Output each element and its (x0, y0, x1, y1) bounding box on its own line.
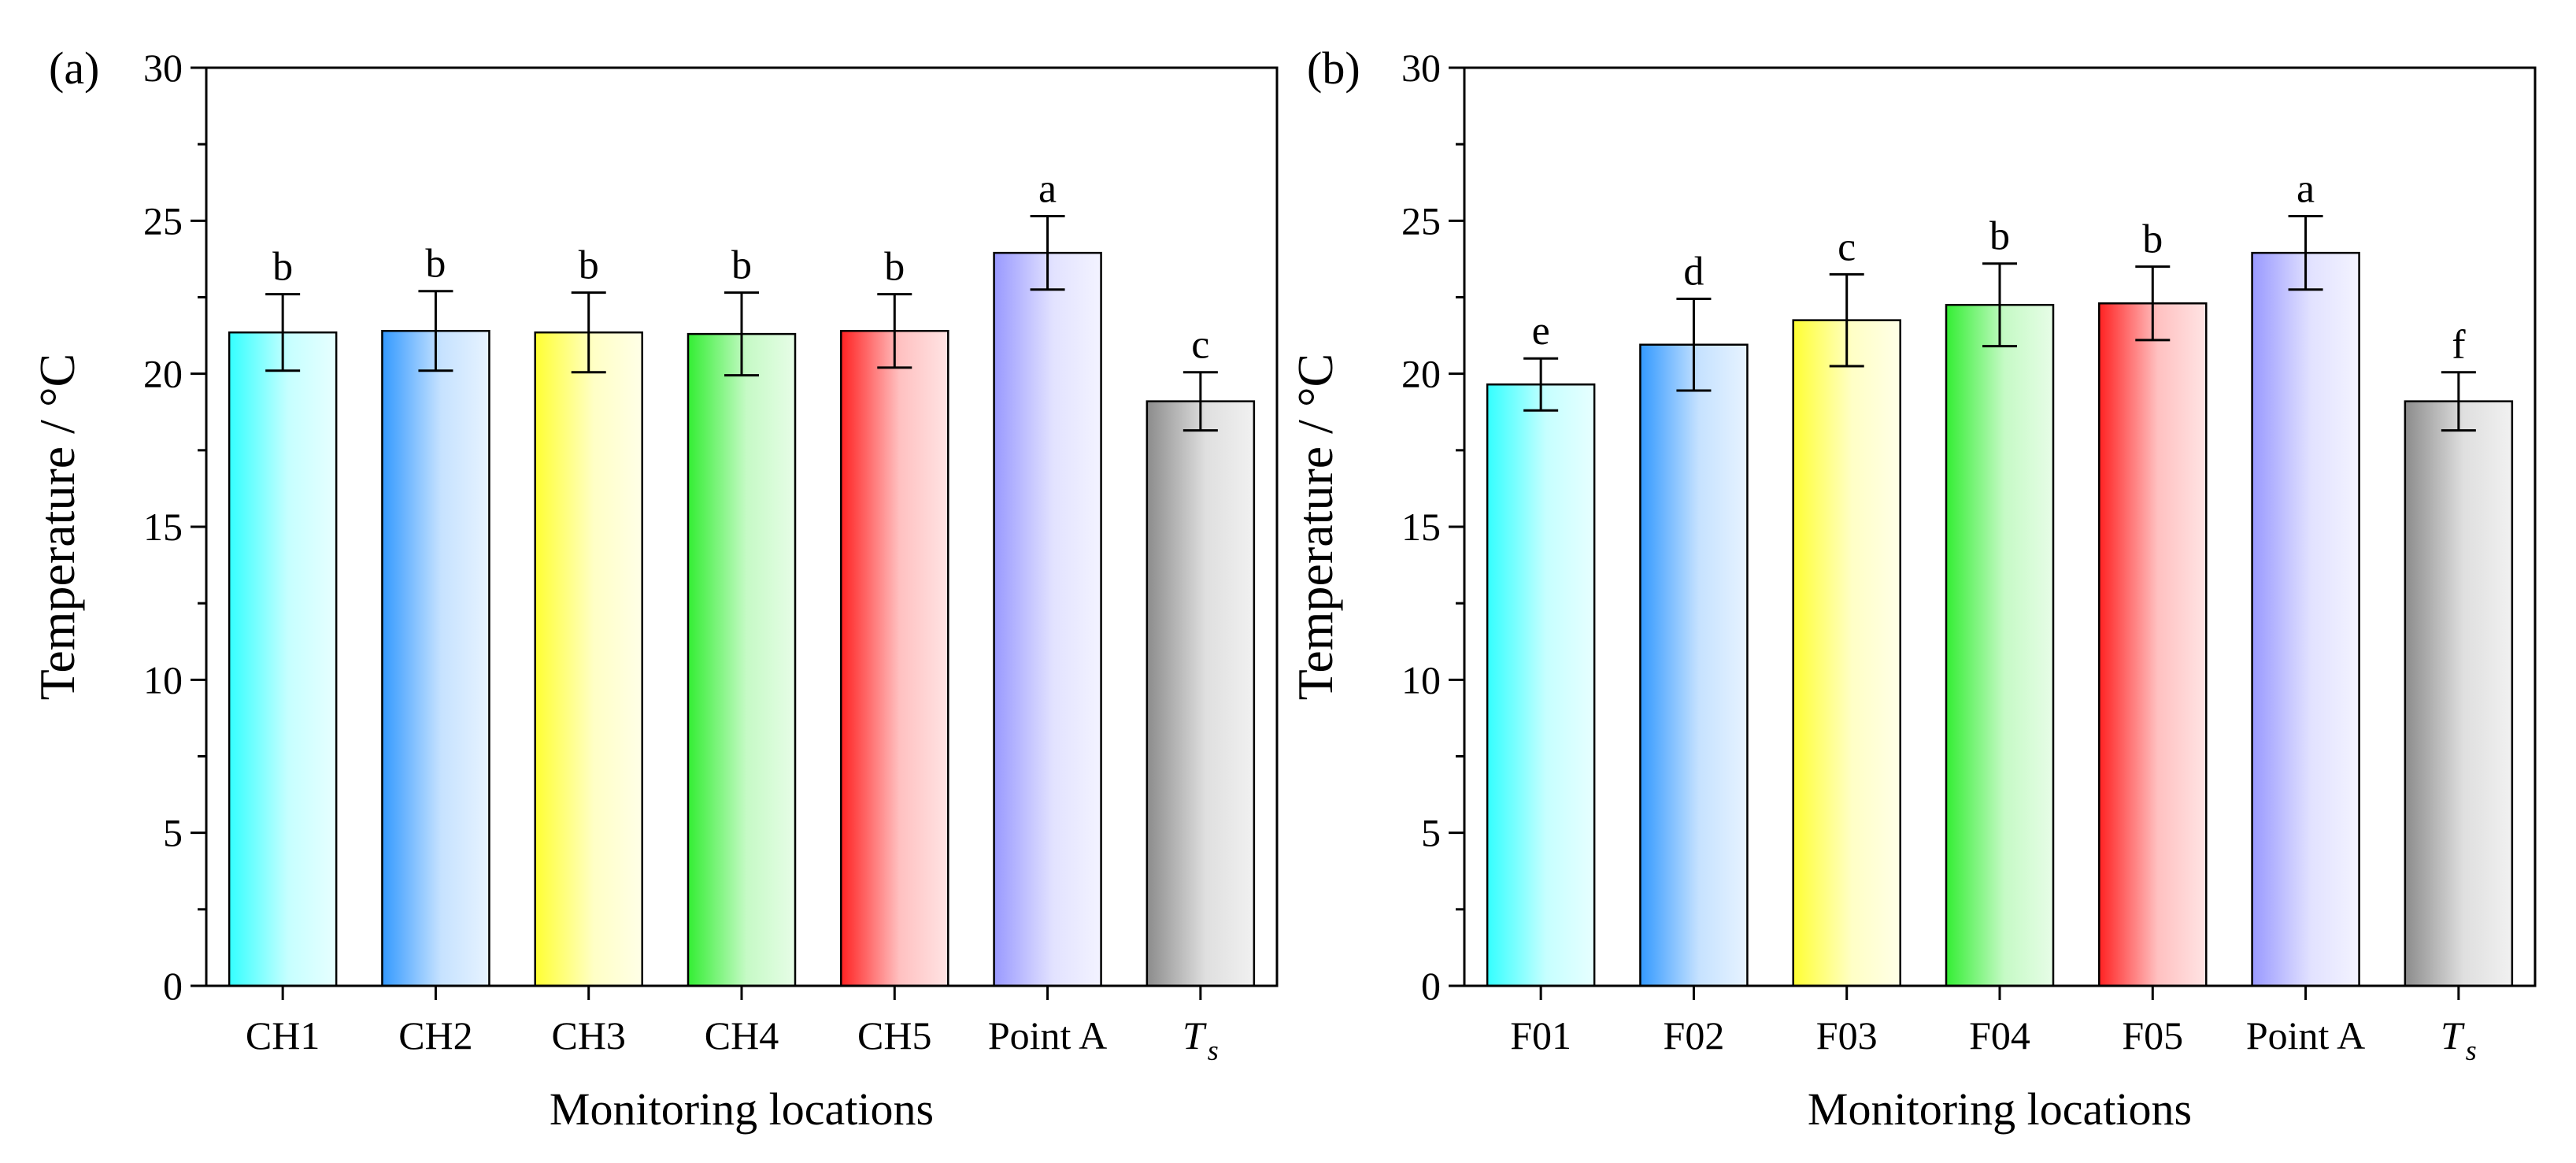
y-tick-label: 5 (1421, 811, 1441, 855)
x-tick-label: CH2 (398, 1013, 472, 1057)
significance-label: c (1838, 224, 1856, 269)
x-tick-label: CH4 (705, 1013, 779, 1057)
y-tick-label: 10 (143, 657, 183, 702)
x-tick-label: CH5 (857, 1013, 931, 1057)
x-tick-label: Point A (988, 1013, 1107, 1057)
x-tick-label: CH1 (246, 1013, 320, 1057)
significance-label: b (272, 245, 293, 290)
bar-Point A (993, 251, 1102, 987)
bar-CH3 (534, 331, 643, 987)
bar-T_s (2404, 400, 2514, 987)
bar-Point A (2251, 251, 2360, 987)
y-tick-label: 20 (1401, 352, 1441, 396)
y-tick-label: 30 (1401, 46, 1441, 90)
y-tick-label: 30 (143, 46, 183, 90)
significance-label: b (731, 243, 752, 288)
bar-CH2 (381, 330, 490, 987)
y-tick-label: 5 (163, 811, 183, 855)
significance-label: b (1989, 214, 2010, 259)
significance-label: b (425, 242, 446, 287)
y-tick-label: 0 (1421, 964, 1441, 1008)
significance-label: b (579, 243, 599, 288)
bar-F02 (1639, 343, 1749, 987)
y-axis-title: Temperature / °C (29, 354, 85, 701)
significance-label: b (884, 245, 905, 290)
x-tick-label: F01 (1510, 1013, 1571, 1057)
bar-CH1 (228, 331, 338, 987)
x-tick-label: F02 (1664, 1013, 1725, 1057)
y-tick-label: 10 (1401, 657, 1441, 702)
bar-CH5 (840, 330, 949, 987)
significance-label: d (1683, 249, 1704, 294)
x-tick-label: F03 (1816, 1013, 1878, 1057)
y-tick-label: 0 (163, 964, 183, 1008)
x-tick-label: Point A (2246, 1013, 2365, 1057)
chart-panel-b: e F01 d F02 c F03 b F04 b F05 a Point A f T s 0 5 10 15 20 2… (1287, 43, 2537, 1135)
bar-F05 (2098, 302, 2208, 987)
bar-F03 (1792, 319, 1901, 987)
y-tick-label: 15 (1401, 505, 1441, 549)
significance-label: c (1191, 323, 1209, 368)
x-tick-label: F04 (1969, 1013, 2030, 1057)
y-axis-title: Temperature / °C (1287, 354, 1343, 701)
x-tick-label: CH3 (551, 1013, 625, 1057)
significance-label: a (1038, 167, 1057, 212)
y-tick-label: 25 (143, 198, 183, 243)
x-axis-title: Monitoring locations (1808, 1083, 2192, 1135)
significance-label: e (1532, 309, 1550, 354)
bar-CH4 (687, 332, 797, 987)
x-axis-title: Monitoring locations (550, 1083, 934, 1135)
significance-label: f (2452, 323, 2466, 368)
significance-label: b (2142, 217, 2163, 262)
bar-F01 (1486, 383, 1596, 987)
bar-F04 (1945, 303, 2055, 987)
bar-T_s (1146, 400, 1256, 987)
y-tick-label: 15 (143, 505, 183, 549)
panel-label: (b) (1307, 43, 1360, 94)
significance-label: a (2297, 167, 2315, 212)
chart-panel-a: b CH1 b CH2 b CH3 b CH4 b CH5 a Point A c T s 0 5 10 15 20 2… (29, 43, 1279, 1135)
y-tick-label: 25 (1401, 198, 1441, 243)
panel-label: (a) (49, 43, 99, 94)
y-tick-label: 20 (143, 352, 183, 396)
x-tick-label: F05 (2122, 1013, 2183, 1057)
